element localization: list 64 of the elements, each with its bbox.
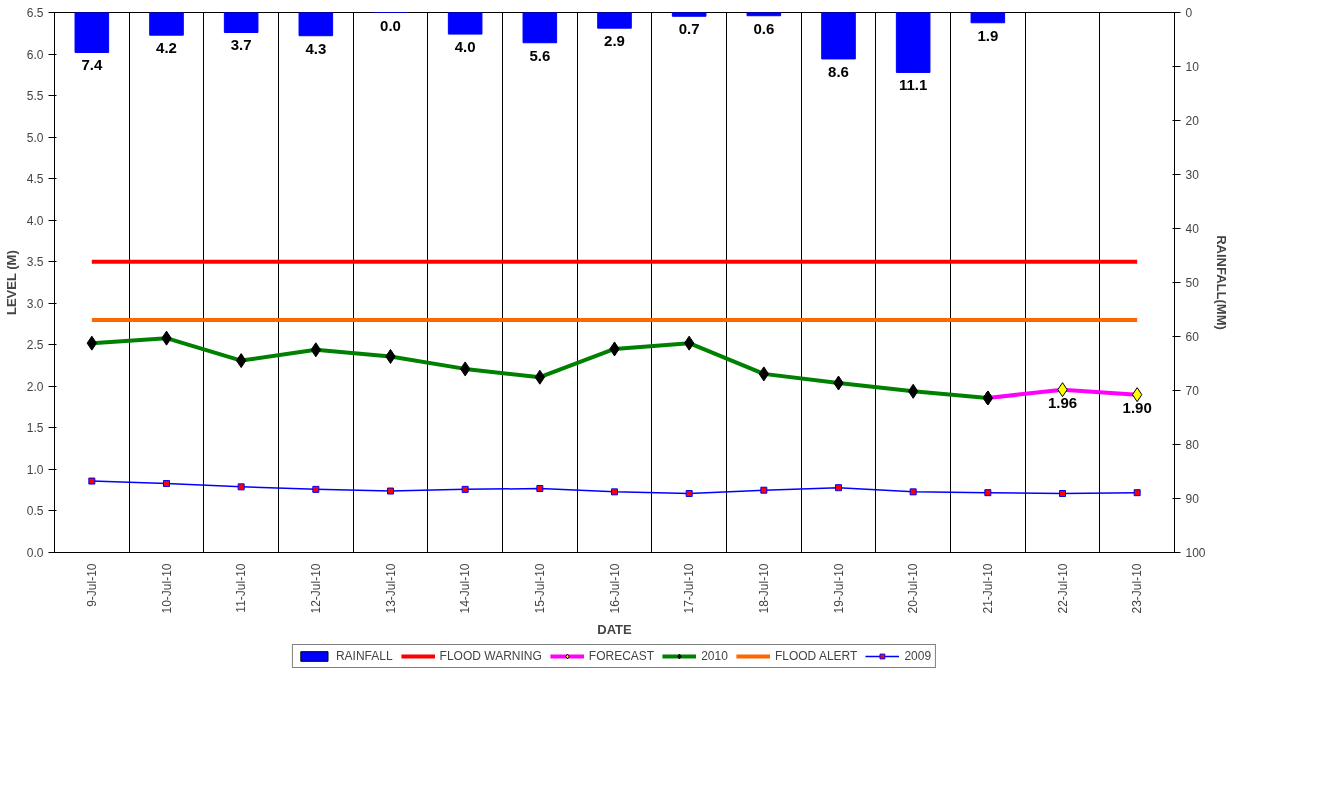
- y2-axis-title: RAINFALL(MM): [1213, 235, 1229, 330]
- y2-tick-label: 50: [1185, 276, 1200, 290]
- x-tick-label: 22-Jul-10: [1055, 563, 1070, 614]
- x-tick-label: 18-Jul-10: [756, 563, 771, 614]
- y-tick-label: 6.0: [26, 47, 44, 62]
- y2-tick-label: 10: [1185, 60, 1200, 74]
- y2-tick-label: 90: [1185, 492, 1200, 506]
- y2-tick-label: 60: [1185, 330, 1200, 344]
- y-tick-label: 3.0: [26, 296, 44, 311]
- y-tick-label: 6.5: [26, 6, 44, 20]
- data-label: 0.6: [753, 19, 775, 37]
- data-label: 1.90: [1122, 398, 1152, 416]
- x-tick-label: 20-Jul-10: [906, 563, 921, 614]
- legend-label: FORECAST: [588, 649, 655, 663]
- x-tick-label: 17-Jul-10: [682, 563, 697, 614]
- y2-tick-label: 40: [1185, 222, 1200, 236]
- y2-tick-label: 80: [1185, 438, 1200, 452]
- data-label: 5.6: [529, 46, 551, 64]
- data-label: 0.0: [380, 16, 401, 34]
- y-tick-label: 4.5: [26, 172, 44, 187]
- y-tick-label: 3.5: [26, 255, 44, 270]
- data-label: 1.9: [977, 26, 999, 44]
- x-axis-title: DATE: [597, 621, 633, 637]
- y2-tick-label: 20: [1185, 114, 1200, 128]
- legend-label: RAINFALL: [335, 649, 393, 663]
- y-tick-label: 5.5: [26, 89, 44, 104]
- data-label: 0.7: [678, 20, 700, 38]
- y-tick-label: 1.0: [26, 462, 44, 477]
- legend-label: 2010: [701, 649, 728, 663]
- y2-tick-label: 0: [1185, 6, 1193, 20]
- x-tick-label: 23-Jul-10: [1130, 563, 1145, 614]
- data-label: 4.2: [156, 39, 177, 57]
- y-tick-label: 0.0: [26, 546, 44, 560]
- y-tick-label: 4.0: [26, 213, 44, 228]
- legend-label: FLOOD ALERT: [774, 649, 858, 663]
- legend-label: FLOOD WARNING: [439, 649, 542, 663]
- y2-tick-label: 70: [1185, 384, 1200, 398]
- data-label: 3.7: [230, 36, 252, 54]
- legend-label: 2009: [904, 649, 932, 663]
- y-axis-title: LEVEL (M): [3, 250, 19, 315]
- x-tick-label: 11-Jul-10: [234, 563, 249, 613]
- data-label: 1.96: [1047, 393, 1078, 411]
- x-tick-label: 13-Jul-10: [383, 563, 398, 614]
- data-label: 11.1: [898, 76, 928, 94]
- x-tick-label: 19-Jul-10: [831, 563, 846, 614]
- data-label: 4.3: [305, 39, 327, 57]
- y-tick-label: 2.5: [26, 338, 44, 353]
- x-tick-label: 15-Jul-10: [532, 563, 547, 614]
- x-tick-label: 16-Jul-10: [607, 563, 622, 614]
- x-tick-label: 10-Jul-10: [159, 563, 174, 614]
- x-tick-label: 9-Jul-10: [84, 563, 99, 607]
- data-label: 2.9: [604, 32, 625, 50]
- y-tick-label: 1.5: [26, 421, 44, 436]
- x-tick-label: 14-Jul-10: [458, 563, 473, 614]
- y-tick-label: 5.0: [26, 130, 44, 145]
- y2-tick-label: 100: [1185, 546, 1206, 560]
- y-tick-label: 0.5: [26, 504, 44, 519]
- data-label: 7.4: [81, 56, 103, 74]
- y2-tick-label: 30: [1185, 168, 1200, 182]
- x-tick-label: 12-Jul-10: [308, 563, 323, 614]
- data-label: 8.6: [828, 62, 849, 80]
- data-label: 4.0: [454, 38, 476, 56]
- x-tick-label: 21-Jul-10: [980, 563, 995, 614]
- y-tick-label: 2.0: [26, 379, 44, 394]
